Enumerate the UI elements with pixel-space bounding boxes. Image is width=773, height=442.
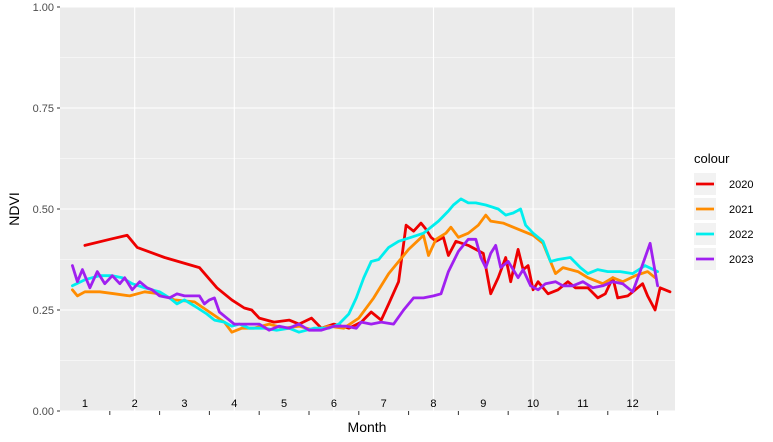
legend-label-2021: 2021 <box>729 204 753 216</box>
month-label: 10 <box>527 398 539 410</box>
legend-label-2023: 2023 <box>729 254 753 266</box>
series-line-2020 <box>83 221 672 330</box>
y-tick-label: 0.00 <box>33 406 54 418</box>
y-tick-label: 0.25 <box>33 305 54 317</box>
month-label: 5 <box>281 398 287 410</box>
y-tick-label: 0.50 <box>33 204 54 216</box>
legend-label-2020: 2020 <box>729 179 753 191</box>
month-label: 1 <box>82 398 88 410</box>
month-label: 9 <box>480 398 486 410</box>
month-label: 11 <box>577 398 588 410</box>
y-tick-label: 1.00 <box>33 2 54 14</box>
series-line-2021 <box>71 213 657 334</box>
month-label: 2 <box>132 398 138 410</box>
month-label: 3 <box>181 398 187 410</box>
series-line-2023 <box>71 237 659 332</box>
y-tick-label: 0.75 <box>33 103 54 115</box>
y-axis-title: NDVI <box>6 192 22 225</box>
y-axis: 0.00 0.25 0.50 0.75 1.00 <box>33 2 60 418</box>
month-label: 7 <box>381 398 387 410</box>
series-lines <box>71 197 672 334</box>
legend: colour 2020 2021 2022 2023 <box>694 151 753 270</box>
legend-title: colour <box>694 151 730 166</box>
x-axis: 1 2 3 4 5 6 7 8 9 10 11 12 <box>82 398 659 415</box>
month-label: 12 <box>627 398 639 410</box>
month-label: 6 <box>331 398 337 410</box>
series-line-2022 <box>71 197 659 334</box>
minor-gridlines <box>60 57 675 361</box>
major-gridlines <box>60 6 675 412</box>
x-axis-title: Month <box>348 419 387 435</box>
month-label: 8 <box>430 398 436 410</box>
legend-label-2022: 2022 <box>729 229 753 241</box>
month-label: 4 <box>231 398 237 410</box>
